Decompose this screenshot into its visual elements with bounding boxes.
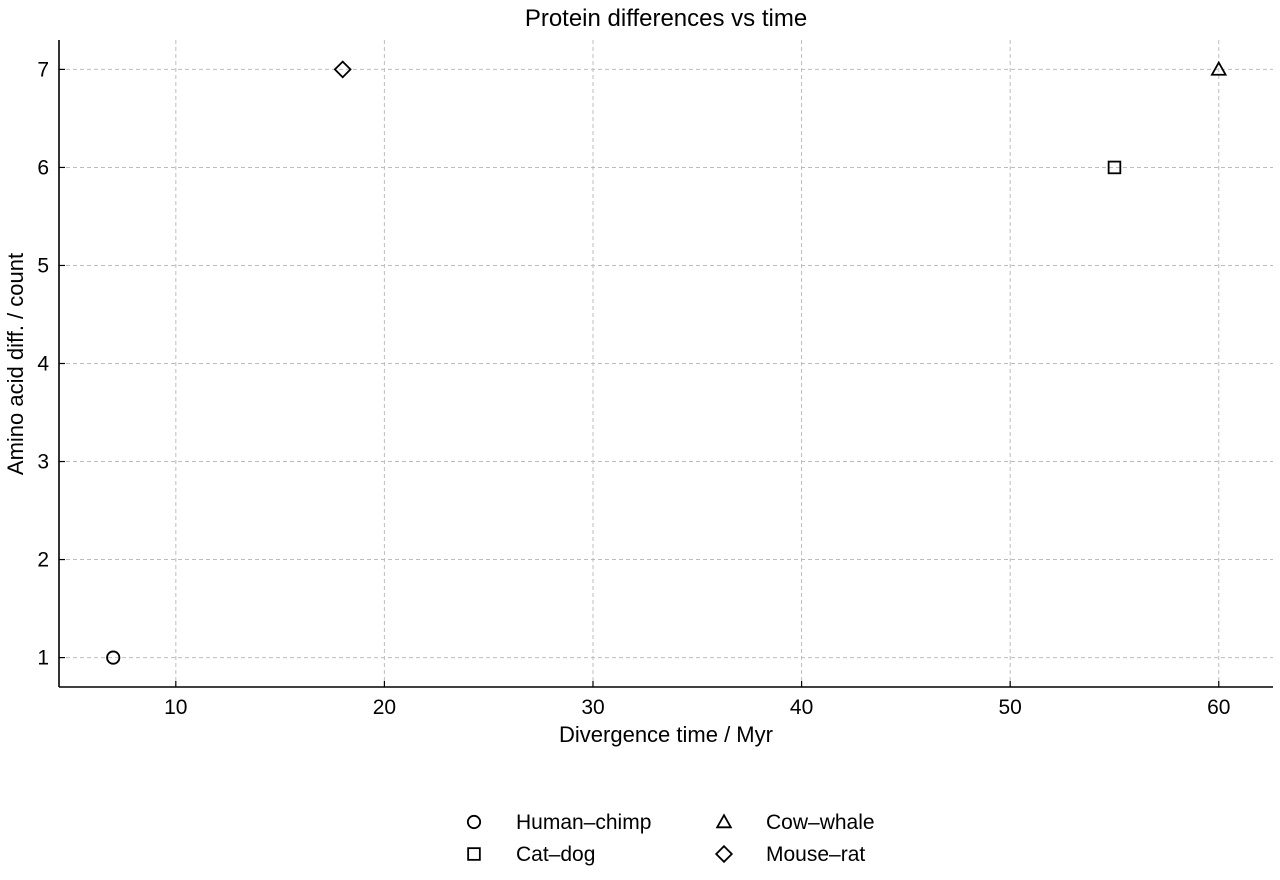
legend: Human–chimp Cat–dog Cow–whale Mouse–rat bbox=[466, 811, 875, 866]
y-axis-label: Amino acid diff. / count bbox=[3, 253, 28, 475]
legend-entry: Mouse–rat bbox=[714, 843, 865, 866]
x-tick-label: 10 bbox=[164, 696, 187, 719]
ticks: 10 20 30 40 50 60 1 2 3 4 5 6 7 bbox=[37, 58, 1230, 719]
data-point-circle bbox=[106, 650, 121, 665]
x-axis-label: Divergence time / Myr bbox=[559, 722, 773, 747]
x-tick-label: 30 bbox=[581, 696, 604, 719]
data-point-diamond bbox=[333, 60, 352, 79]
legend-entry: Human–chimp bbox=[466, 811, 651, 834]
y-tick-label: 6 bbox=[37, 156, 49, 179]
legend-entry: Cow–whale bbox=[715, 811, 875, 834]
legend-label: Cat–dog bbox=[516, 843, 595, 866]
legend-marker-circle bbox=[466, 814, 482, 830]
y-tick-label: 5 bbox=[37, 254, 49, 277]
legend-label: Human–chimp bbox=[516, 811, 651, 834]
x-tick-label: 60 bbox=[1207, 696, 1230, 719]
y-tick-label: 7 bbox=[37, 58, 49, 81]
legend-label: Cow–whale bbox=[766, 811, 875, 834]
legend-marker-triangle bbox=[715, 813, 733, 829]
legend-marker-square bbox=[467, 847, 481, 861]
grid bbox=[59, 40, 1273, 687]
legend-label: Mouse–rat bbox=[766, 843, 865, 866]
y-tick-label: 1 bbox=[37, 647, 49, 670]
x-tick-label: 20 bbox=[373, 696, 396, 719]
legend-entry: Cat–dog bbox=[467, 843, 595, 866]
data-points bbox=[106, 60, 1228, 665]
legend-marker-diamond bbox=[714, 844, 734, 864]
chart-title: Protein differences vs time bbox=[525, 5, 807, 32]
y-tick-label: 2 bbox=[37, 549, 49, 572]
y-tick-label: 3 bbox=[37, 451, 49, 474]
x-tick-label: 50 bbox=[998, 696, 1021, 719]
x-tick-label: 40 bbox=[790, 696, 813, 719]
data-point-square bbox=[1107, 160, 1122, 175]
data-point-triangle bbox=[1210, 60, 1228, 76]
y-tick-label: 4 bbox=[37, 353, 49, 376]
